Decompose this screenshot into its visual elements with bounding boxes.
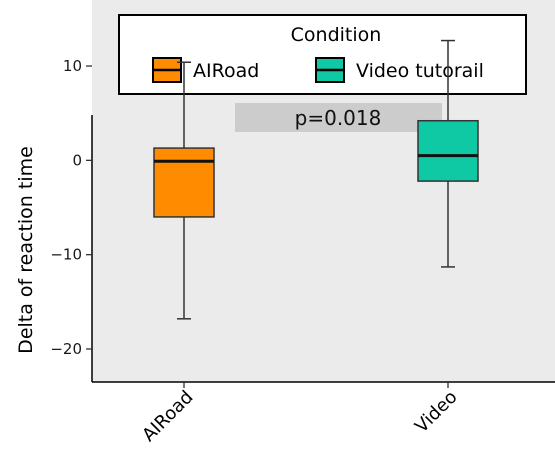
legend-label-airoad: AIRoad: [193, 60, 259, 82]
annotation-background: [235, 103, 442, 132]
y-tick-label: −20: [50, 340, 82, 358]
legend: Condition AIRoad Video tutorail: [118, 14, 527, 95]
boxes-layer: [153, 39, 479, 320]
p-value-annotation: p=0.018: [235, 103, 442, 132]
legend-label-video-tutorail: Video tutorail: [356, 60, 484, 82]
box-group-video: [417, 39, 479, 268]
box-group-airoad: [153, 61, 215, 320]
box-airoad: [153, 147, 215, 218]
y-tick-label: 10: [63, 57, 82, 75]
y-axis-title: Delta of reaction time: [15, 146, 37, 354]
box-video: [417, 119, 479, 182]
annotation-label: p=0.018: [295, 106, 382, 130]
x-tick-label-airoad: AIRoad: [138, 387, 197, 446]
legend-item-video-tutorail: Video tutorail: [315, 57, 484, 83]
legend-title: Condition: [291, 24, 382, 46]
legend-item-airoad: AIRoad: [152, 57, 259, 83]
x-tick-label-video: Video: [411, 387, 462, 438]
y-tick-label: 0: [72, 151, 82, 169]
y-tick-label: −10: [50, 246, 82, 264]
